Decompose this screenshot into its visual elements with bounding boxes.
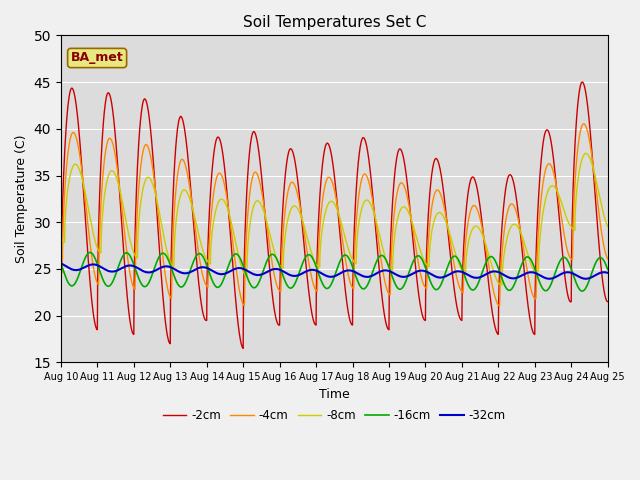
-32cm: [71, 267, 79, 273]
Line: -4cm: -4cm: [61, 124, 608, 306]
-16cm: [125, 251, 132, 257]
-4cm: [125, 260, 132, 266]
-16cm: [57, 261, 65, 266]
-16cm: [86, 250, 94, 255]
Line: -2cm: -2cm: [61, 82, 608, 348]
Y-axis label: Soil Temperature (C): Soil Temperature (C): [15, 134, 28, 263]
-2cm: [305, 284, 312, 289]
-16cm: [305, 252, 312, 258]
-4cm: [71, 132, 79, 138]
-8cm: [497, 282, 505, 288]
-4cm: [304, 254, 312, 260]
-16cm: [71, 280, 79, 286]
-2cm: [232, 300, 240, 305]
-2cm: [125, 305, 132, 311]
Line: -16cm: -16cm: [61, 252, 608, 291]
-32cm: [125, 263, 132, 268]
-16cm: [579, 288, 586, 294]
-8cm: [604, 224, 612, 229]
-32cm: [545, 276, 553, 282]
-4cm: [232, 264, 240, 270]
-4cm: [496, 303, 504, 309]
Text: BA_met: BA_met: [71, 51, 124, 64]
-4cm: [57, 268, 65, 274]
-32cm: [464, 272, 472, 278]
-2cm: [71, 96, 79, 101]
-8cm: [464, 242, 472, 248]
-16cm: [237, 257, 245, 263]
-2cm: [57, 313, 65, 319]
-2cm: [237, 339, 244, 345]
-2cm: [604, 299, 612, 304]
X-axis label: Time: Time: [319, 388, 349, 401]
-4cm: [604, 256, 612, 262]
-2cm: [465, 189, 472, 194]
-8cm: [71, 161, 79, 167]
Legend: -2cm, -4cm, -8cm, -16cm, -32cm: -2cm, -4cm, -8cm, -16cm, -32cm: [158, 404, 511, 427]
-4cm: [580, 121, 588, 127]
-32cm: [57, 261, 65, 266]
-8cm: [57, 234, 65, 240]
-2cm: [579, 79, 586, 85]
-8cm: [582, 151, 589, 156]
-8cm: [125, 230, 132, 236]
-16cm: [232, 251, 240, 257]
-16cm: [604, 266, 612, 272]
-2cm: [239, 346, 247, 351]
Title: Soil Temperatures Set C: Soil Temperatures Set C: [243, 15, 426, 30]
-4cm: [237, 294, 244, 300]
-4cm: [464, 220, 472, 226]
-8cm: [237, 262, 244, 267]
-32cm: [304, 268, 312, 274]
-8cm: [304, 237, 312, 243]
-32cm: [237, 265, 244, 271]
Line: -32cm: -32cm: [61, 264, 608, 279]
-8cm: [232, 241, 240, 247]
Line: -8cm: -8cm: [61, 154, 608, 285]
-32cm: [604, 270, 612, 276]
-16cm: [465, 282, 472, 288]
-32cm: [232, 266, 240, 272]
